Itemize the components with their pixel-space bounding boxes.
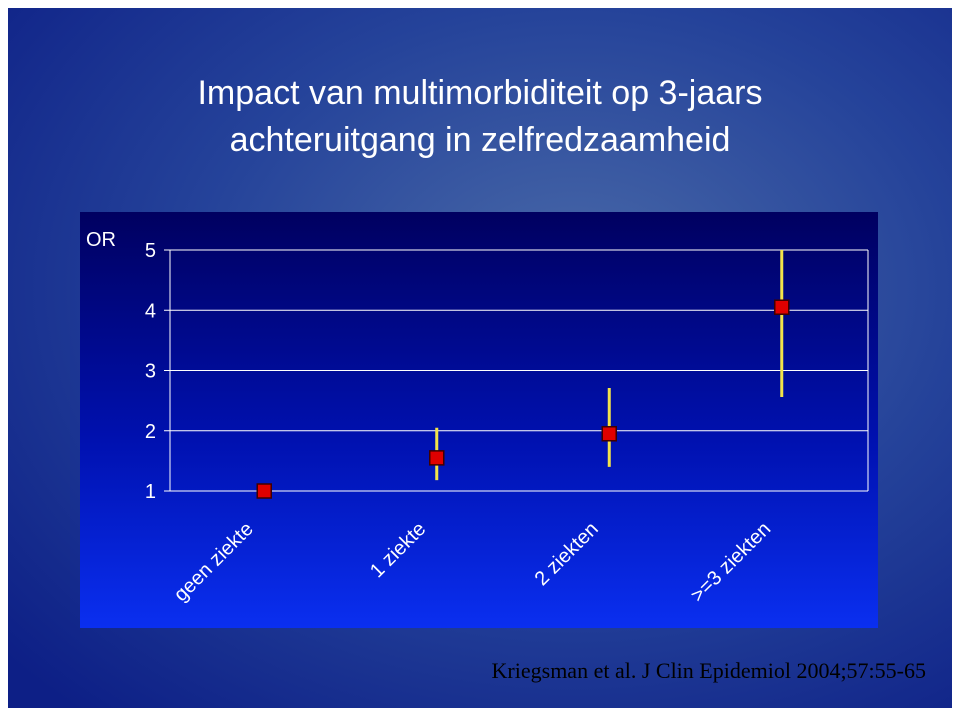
point	[256, 483, 272, 499]
y-tick-label: 3	[145, 361, 156, 383]
title-line: achteruitgang in zelfredzaamheid	[230, 121, 731, 159]
y-tick-label: 5	[145, 240, 156, 262]
point	[429, 450, 445, 466]
y-axis-label: OR	[86, 229, 116, 251]
y-tick-label: 1	[145, 481, 156, 503]
source: Kriegsman et al. J Clin Epidemiol 2004;5…	[492, 658, 926, 683]
title-line: Impact van multimorbiditeit op 3-jaars	[197, 74, 762, 112]
chart-panel	[80, 212, 878, 628]
y-tick-label: 4	[145, 300, 156, 322]
point	[774, 299, 790, 315]
point	[601, 426, 617, 442]
y-tick-label: 2	[145, 421, 156, 443]
